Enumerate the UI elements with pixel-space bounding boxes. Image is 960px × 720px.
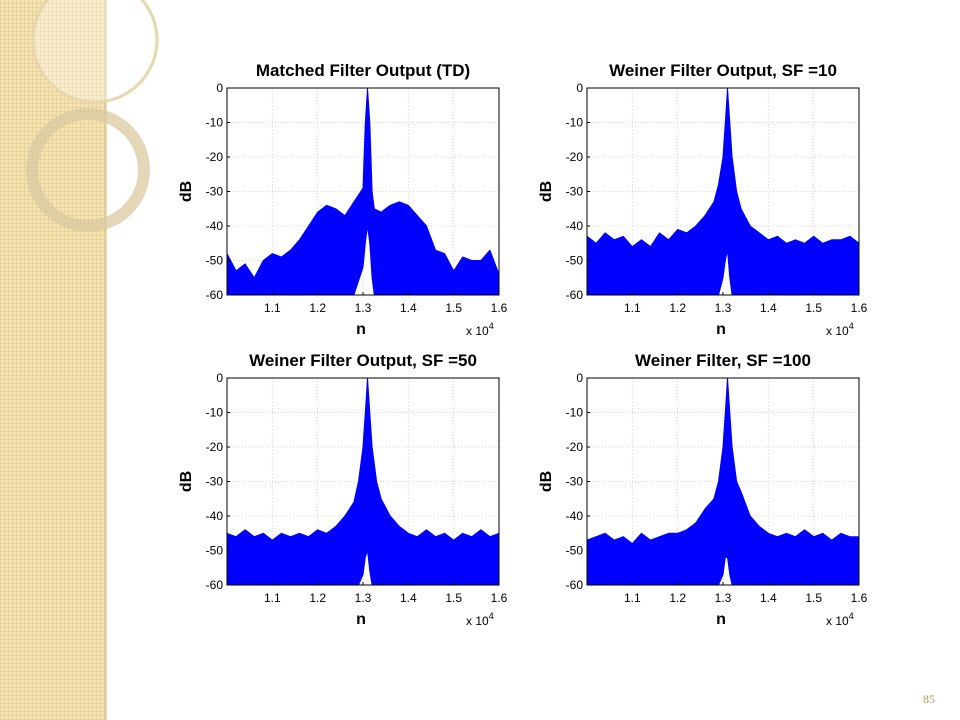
chart-panel-3: 1.1 1.2 1.3 1.4 1.5 1.6 0 -10 -20 -30 -40 -50 -60 Wei… <box>178 351 508 628</box>
y-tick-label: 0 <box>576 371 583 385</box>
y-tick-label: -60 <box>206 288 224 302</box>
x-tick-label: 1.2 <box>669 301 686 315</box>
y-tick-label: -20 <box>206 440 224 454</box>
y-tick-label: -60 <box>566 578 584 592</box>
y-tick-label: -40 <box>206 219 224 233</box>
x-tick-label: 1.2 <box>309 301 326 315</box>
chart-title: Weiner Filter Output, SF =10 <box>609 61 837 80</box>
y-tick-label: -40 <box>206 509 224 523</box>
x-axis-multiplier-exponent: 4 <box>849 611 854 621</box>
x-tick-label: 1.3 <box>715 591 732 605</box>
x-tick-label: 1.5 <box>805 301 822 315</box>
x-axis-multiplier-exponent: 4 <box>489 611 494 621</box>
y-axis-label: dB <box>178 471 195 492</box>
x-tick-label: 1.1 <box>264 591 281 605</box>
x-tick-label: 1.4 <box>400 591 417 605</box>
y-tick-label: -50 <box>566 544 584 558</box>
y-tick-label: -60 <box>566 288 584 302</box>
y-tick-label: 0 <box>576 81 583 95</box>
x-tick-label: 1.1 <box>624 301 641 315</box>
chart-title: Weiner Filter Output, SF =50 <box>249 351 477 370</box>
x-axis-label: n <box>716 611 726 628</box>
y-tick-label: -40 <box>566 219 584 233</box>
y-tick-label: -30 <box>566 185 584 199</box>
x-tick-label: 1.5 <box>445 301 462 315</box>
decorative-circles <box>26 0 159 232</box>
y-tick-label: -10 <box>566 116 584 130</box>
x-axis-multiplier-exponent: 4 <box>849 321 854 331</box>
y-tick-label: -20 <box>206 150 224 164</box>
y-tick-label: -50 <box>566 254 584 268</box>
x-tick-label: 1.4 <box>760 591 777 605</box>
chart-title: Weiner Filter, SF =100 <box>635 351 811 370</box>
y-tick-label: -40 <box>566 509 584 523</box>
y-tick-label: 0 <box>216 371 223 385</box>
x-axis-multiplier: x 104 <box>826 321 854 338</box>
x-axis-label: n <box>356 321 366 338</box>
chart-title: Matched Filter Output (TD) <box>256 61 470 80</box>
x-tick-label: 1.3 <box>715 301 732 315</box>
y-tick-label: 0 <box>216 81 223 95</box>
y-tick-label: -30 <box>566 475 584 489</box>
x-tick-label: 1.3 <box>355 301 372 315</box>
x-tick-label: 1.2 <box>309 591 326 605</box>
y-tick-label: -50 <box>206 254 224 268</box>
y-tick-label: -10 <box>566 406 584 420</box>
x-tick-label: 1.4 <box>400 301 417 315</box>
x-axis-multiplier-exponent: 4 <box>489 321 494 331</box>
x-tick-label: 1.1 <box>264 301 281 315</box>
x-axis-label: n <box>716 321 726 338</box>
x-axis-multiplier: x 104 <box>466 611 494 628</box>
y-axis-label: dB <box>178 181 195 202</box>
chart-panel-2: 1.1 1.2 1.3 1.4 1.5 1.6 0 -10 -20 -30 -40 -50 -60 Wei… <box>538 61 868 338</box>
x-tick-label: 1.5 <box>445 591 462 605</box>
x-tick-label: 1.3 <box>355 591 372 605</box>
y-tick-label: -20 <box>566 150 584 164</box>
y-axis-label: dB <box>538 181 555 202</box>
y-tick-label: -50 <box>206 544 224 558</box>
y-tick-label: -20 <box>566 440 584 454</box>
y-tick-label: -10 <box>206 406 224 420</box>
y-tick-label: -10 <box>206 116 224 130</box>
y-axis-label: dB <box>538 471 555 492</box>
x-axis-multiplier: x 104 <box>466 321 494 338</box>
chart-panel-4: 1.1 1.2 1.3 1.4 1.5 1.6 0 -10 -20 -30 -40 -50 -60 Wei… <box>538 351 868 628</box>
x-tick-label: 1.6 <box>851 591 868 605</box>
chart-panel-1: 1.1 1.2 1.3 1.4 1.5 1.6 0 -10 -20 -30 -40 -50 -60 Mat… <box>178 61 508 338</box>
x-tick-label: 1.1 <box>624 591 641 605</box>
x-axis-label: n <box>356 611 366 628</box>
x-tick-label: 1.5 <box>805 591 822 605</box>
y-tick-label: -60 <box>206 578 224 592</box>
slide-side-divider <box>104 0 107 720</box>
x-tick-label: 1.2 <box>669 591 686 605</box>
x-tick-label: 1.6 <box>491 301 508 315</box>
page-number: 85 <box>923 692 935 706</box>
x-axis-multiplier: x 104 <box>826 611 854 628</box>
y-tick-label: -30 <box>206 475 224 489</box>
x-tick-label: 1.6 <box>491 591 508 605</box>
x-tick-label: 1.4 <box>760 301 777 315</box>
x-tick-label: 1.6 <box>851 301 868 315</box>
y-tick-label: -30 <box>206 185 224 199</box>
